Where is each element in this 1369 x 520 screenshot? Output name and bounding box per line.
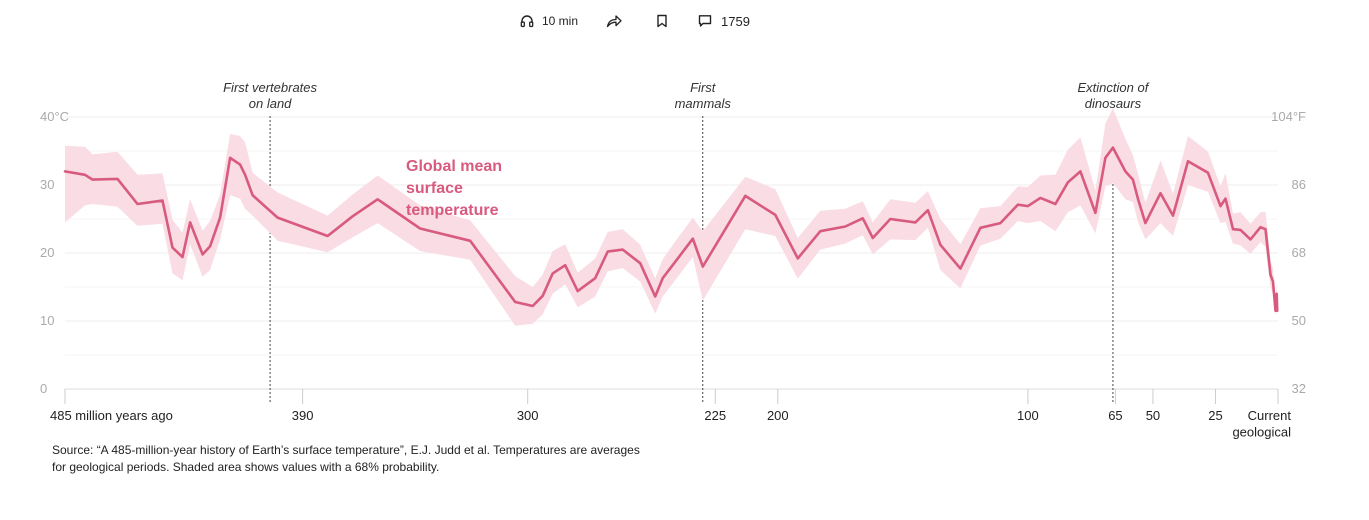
x-tick-label: 200 <box>767 408 789 423</box>
comment-icon <box>698 15 712 27</box>
x-tick-label: 50 <box>1146 408 1160 423</box>
y-tick-label-celsius: 40°C <box>40 109 69 124</box>
share-button[interactable] <box>606 14 622 28</box>
temperature-line <box>63 146 1279 313</box>
y-tick-label-celsius: 30 <box>40 177 54 192</box>
x-tick-label: 65 <box>1108 408 1122 423</box>
y-tick-label-fahrenheit: 104°F <box>1271 109 1306 124</box>
headphones-icon <box>520 15 534 28</box>
y-tick-label-fahrenheit: 86 <box>1292 177 1306 192</box>
y-tick-label-fahrenheit: 68 <box>1292 245 1306 260</box>
x-tick-label: 485 million years ago <box>50 408 173 423</box>
listen-button[interactable]: 10 min <box>520 14 578 28</box>
y-tick-label-fahrenheit: 32 <box>1292 381 1306 396</box>
x-tick-label: 25 <box>1208 408 1222 423</box>
bookmark-icon <box>657 14 667 28</box>
x-tick-label: 225 <box>704 408 726 423</box>
share-icon <box>606 15 622 28</box>
annotation-label: First vertebrates on land <box>223 80 317 111</box>
y-tick-label-fahrenheit: 50 <box>1292 313 1306 328</box>
x-tick-label: 300 <box>517 408 539 423</box>
y-tick-label-celsius: 20 <box>40 245 54 260</box>
y-tick-label-celsius: 0 <box>40 381 47 396</box>
comments-button[interactable]: 1759 <box>698 14 750 29</box>
listen-duration: 10 min <box>542 14 579 28</box>
comment-count: 1759 <box>721 13 750 29</box>
annotation-label: First mammals <box>675 80 732 111</box>
article-toolbar: 10 min 1759 <box>520 10 750 32</box>
bookmark-button[interactable] <box>656 14 668 28</box>
confidence-band <box>65 108 1278 326</box>
series-label: Global mean surface temperature <box>406 158 502 219</box>
temperature-chart: 40°C 104°F 30 86 20 68 10 50 0 32 485 million year… <box>40 80 1306 440</box>
y-tick-label-celsius: 10 <box>40 313 54 328</box>
annotation-label: Extinction of dinosaurs <box>1078 80 1150 111</box>
x-tick-label: 100 <box>1017 408 1039 423</box>
x-tick-label-current: Currentgeologicalstage <box>1232 408 1291 440</box>
x-tick-label: 390 <box>292 408 314 423</box>
source-note: Source: “A 485-million-year history of E… <box>52 443 640 474</box>
